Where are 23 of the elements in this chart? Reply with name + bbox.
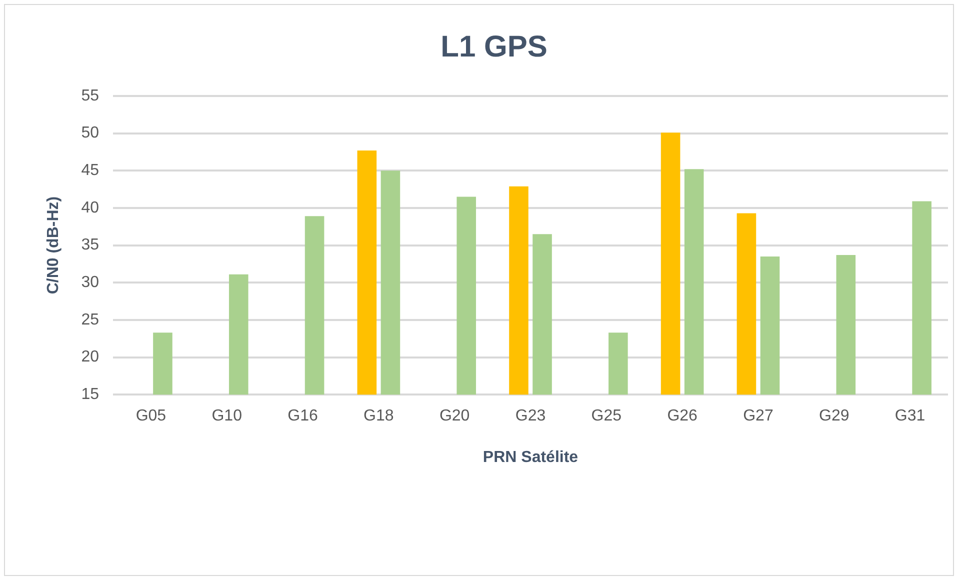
x-tick-label: G18 (364, 408, 394, 425)
x-tick-label: G16 (288, 408, 318, 425)
y-tick-label: 25 (81, 311, 100, 328)
x-tick-label: G05 (136, 408, 166, 425)
x-tick-label: G23 (515, 408, 546, 425)
x-tick-label: G26 (667, 408, 698, 425)
x-tick-label: G20 (439, 408, 470, 425)
y-tick-label: 20 (81, 348, 100, 366)
y-tick-label: 35 (81, 236, 100, 254)
y-axis-title: C/N0 (dB-Hz) (45, 196, 62, 294)
y-tick-label: 45 (81, 162, 100, 180)
chart-title: L1 GPS (440, 30, 548, 64)
x-tick-label: G10 (212, 408, 242, 425)
x-tick-label: G31 (894, 408, 926, 425)
y-tick-label: 50 (81, 124, 100, 142)
y-tick-label: 40 (81, 199, 100, 216)
x-tick-label: G25 (591, 408, 622, 425)
y-tick-label: 55 (81, 87, 100, 104)
y-tick-label: 15 (81, 386, 100, 404)
x-axis-title: PRN Satélite (482, 448, 578, 466)
y-tick-label: 30 (81, 274, 100, 292)
x-tick-label: G27 (743, 408, 774, 425)
x-tick-label: G29 (819, 408, 850, 425)
